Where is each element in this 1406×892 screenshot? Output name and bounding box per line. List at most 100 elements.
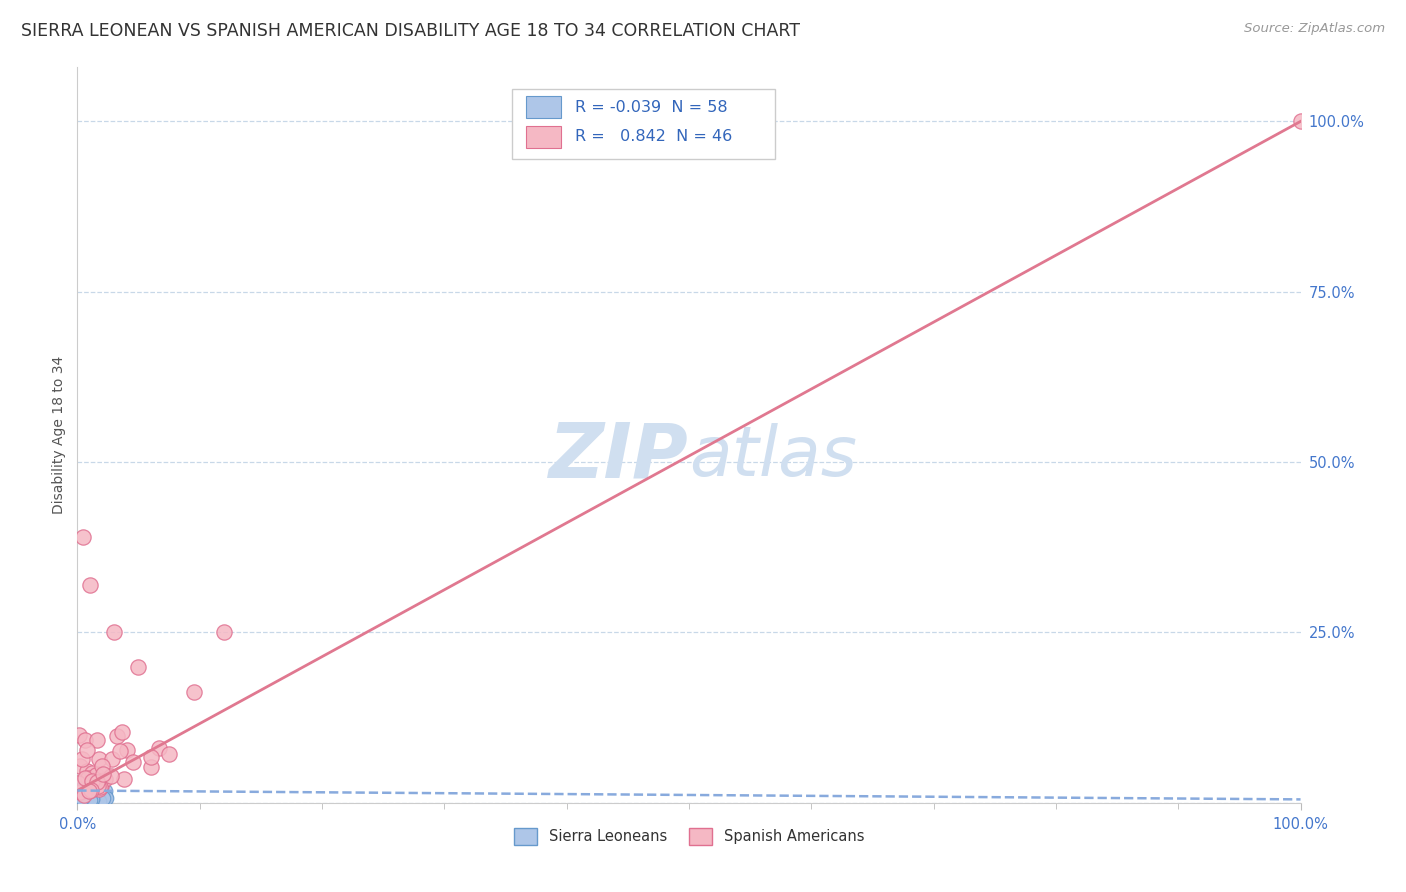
Point bbox=[70, 791, 93, 805]
Point bbox=[72, 793, 94, 807]
Point bbox=[1289, 114, 1312, 128]
Point bbox=[93, 789, 115, 804]
Point bbox=[89, 788, 111, 802]
Legend: Sierra Leoneans, Spanish Americans: Sierra Leoneans, Spanish Americans bbox=[508, 822, 870, 851]
Point bbox=[72, 530, 94, 544]
Text: ZIP: ZIP bbox=[550, 420, 689, 494]
Point bbox=[157, 747, 180, 761]
Point bbox=[111, 725, 134, 739]
Point bbox=[77, 792, 100, 806]
Point bbox=[139, 760, 162, 774]
Point bbox=[183, 685, 205, 699]
Y-axis label: Disability Age 18 to 34: Disability Age 18 to 34 bbox=[52, 356, 66, 514]
Point bbox=[90, 779, 112, 793]
Point bbox=[108, 744, 131, 758]
Point bbox=[72, 795, 94, 809]
Point bbox=[76, 771, 98, 785]
Point bbox=[77, 785, 100, 799]
Point bbox=[70, 790, 93, 805]
Point bbox=[75, 792, 97, 806]
Point bbox=[87, 781, 110, 796]
Point bbox=[86, 732, 108, 747]
Point bbox=[87, 794, 110, 808]
Point bbox=[69, 793, 91, 807]
Point bbox=[79, 578, 101, 592]
Point bbox=[70, 790, 93, 805]
Point bbox=[82, 787, 104, 801]
Point bbox=[67, 795, 90, 809]
Point bbox=[80, 774, 103, 789]
Point bbox=[75, 784, 97, 798]
Bar bbox=[526, 96, 561, 119]
Point bbox=[75, 787, 97, 801]
Point bbox=[82, 785, 104, 799]
Point bbox=[86, 775, 108, 789]
Text: SIERRA LEONEAN VS SPANISH AMERICAN DISABILITY AGE 18 TO 34 CORRELATION CHART: SIERRA LEONEAN VS SPANISH AMERICAN DISAB… bbox=[21, 22, 800, 40]
Point bbox=[91, 767, 114, 781]
Point bbox=[101, 752, 124, 766]
Point bbox=[90, 759, 112, 773]
Point bbox=[75, 784, 97, 798]
Point bbox=[69, 793, 91, 807]
Point bbox=[87, 752, 110, 766]
Text: atlas: atlas bbox=[689, 424, 856, 491]
Point bbox=[100, 769, 122, 783]
Point bbox=[69, 789, 91, 803]
Point bbox=[67, 776, 90, 790]
Point bbox=[148, 741, 170, 756]
Point bbox=[79, 796, 101, 810]
Point bbox=[67, 787, 90, 801]
Point bbox=[75, 788, 97, 802]
Point bbox=[77, 783, 100, 797]
Point bbox=[94, 772, 117, 787]
Point bbox=[89, 780, 111, 795]
Point bbox=[66, 792, 89, 806]
Point bbox=[89, 793, 111, 807]
Point bbox=[73, 733, 96, 747]
Point bbox=[80, 766, 103, 780]
Point bbox=[82, 790, 104, 805]
Point bbox=[87, 790, 110, 805]
Point bbox=[87, 792, 110, 806]
Point bbox=[84, 794, 107, 808]
Point bbox=[67, 728, 90, 742]
Point bbox=[84, 768, 107, 782]
Point bbox=[122, 755, 145, 769]
Point bbox=[80, 779, 103, 793]
Point bbox=[73, 796, 96, 810]
Point bbox=[79, 792, 101, 806]
Point bbox=[69, 791, 91, 805]
Point bbox=[73, 790, 96, 805]
Point bbox=[84, 772, 107, 787]
Point bbox=[91, 791, 114, 805]
Point bbox=[73, 790, 96, 805]
Point bbox=[73, 793, 96, 807]
Point bbox=[73, 788, 96, 802]
Point bbox=[139, 750, 162, 764]
Point bbox=[87, 794, 110, 808]
Point bbox=[86, 790, 108, 805]
Point bbox=[79, 793, 101, 807]
Point bbox=[94, 784, 117, 798]
Point bbox=[87, 779, 110, 793]
Point bbox=[70, 795, 93, 809]
Point bbox=[69, 785, 91, 799]
Point bbox=[70, 752, 93, 766]
Point bbox=[69, 795, 91, 809]
Bar bbox=[526, 126, 561, 148]
Point bbox=[70, 788, 93, 802]
Point bbox=[103, 625, 125, 640]
Point bbox=[91, 792, 114, 806]
Point bbox=[72, 782, 94, 797]
Point bbox=[75, 795, 97, 809]
Point bbox=[75, 772, 97, 786]
Point bbox=[76, 795, 98, 809]
Point bbox=[69, 759, 91, 773]
Point bbox=[212, 625, 235, 640]
Point bbox=[112, 772, 135, 786]
Point bbox=[80, 782, 103, 797]
Point bbox=[76, 743, 98, 757]
Point bbox=[67, 794, 90, 808]
Point bbox=[73, 793, 96, 807]
Point bbox=[69, 794, 91, 808]
